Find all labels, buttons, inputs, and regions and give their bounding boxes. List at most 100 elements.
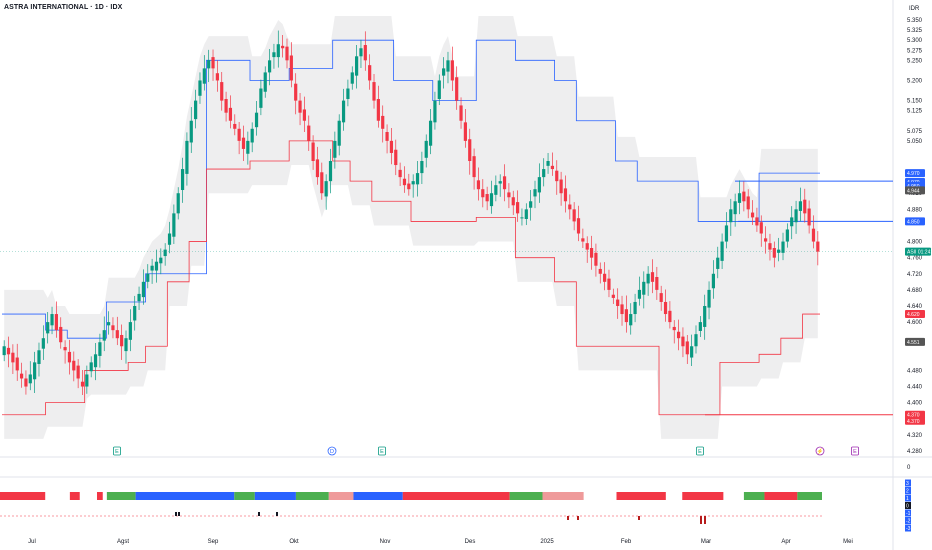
candle-body xyxy=(533,189,537,197)
event-marker[interactable]: D xyxy=(327,446,337,456)
event-marker[interactable]: E xyxy=(696,446,704,456)
candle-body xyxy=(563,188,568,202)
candle-body xyxy=(176,193,180,214)
candle xyxy=(394,139,398,176)
price-tick-label: 4.440 xyxy=(907,385,923,391)
candle xyxy=(681,327,685,358)
candle xyxy=(729,198,733,236)
candle xyxy=(337,114,341,156)
price-tick-label: 4.680 xyxy=(907,288,923,294)
candle-body xyxy=(455,77,459,101)
price-tick-label: 4.320 xyxy=(907,433,923,439)
candle xyxy=(72,351,76,382)
event-marker[interactable]: ⚡ xyxy=(815,446,825,456)
candle-body xyxy=(768,243,772,250)
candle xyxy=(263,66,267,98)
candle-body xyxy=(816,241,820,252)
candle-body xyxy=(141,281,146,298)
candle-body xyxy=(794,209,798,223)
candle xyxy=(141,269,146,305)
candle xyxy=(607,269,611,298)
candle-body xyxy=(446,60,450,72)
candle xyxy=(507,183,511,209)
candle xyxy=(420,151,424,184)
candle xyxy=(115,316,119,346)
candle-body xyxy=(167,233,172,245)
trend-strip-segment xyxy=(682,492,724,500)
candle-body xyxy=(690,346,694,358)
event-marker-shape xyxy=(113,446,121,456)
candle-body xyxy=(33,362,37,380)
candle xyxy=(629,303,633,335)
indicator-tick: -1 xyxy=(905,509,911,517)
candle xyxy=(568,194,572,220)
candle xyxy=(616,288,620,319)
candle-body xyxy=(250,128,254,143)
candle-body xyxy=(711,273,715,289)
candle xyxy=(163,243,167,266)
candle xyxy=(755,207,759,232)
oscillator-bar xyxy=(638,516,640,520)
candle xyxy=(529,190,533,221)
candle-body xyxy=(2,346,6,356)
candle-body xyxy=(111,325,115,331)
indicator-tick-label: -3 xyxy=(906,526,911,532)
time-axis-label: Apr xyxy=(781,539,790,545)
candle xyxy=(559,171,563,206)
candle xyxy=(368,54,372,90)
indicator-tick-bg xyxy=(905,517,911,524)
candle-body xyxy=(189,120,193,143)
event-marker[interactable]: E xyxy=(851,446,859,456)
candle xyxy=(555,160,559,195)
candle-body xyxy=(368,65,372,81)
candle-body xyxy=(381,115,385,129)
candle-body xyxy=(115,330,119,339)
price-level-tag: 4.370 xyxy=(905,416,925,425)
candle xyxy=(685,334,689,364)
candle xyxy=(642,271,646,309)
event-marker[interactable]: E xyxy=(378,446,386,456)
candle-body xyxy=(542,169,546,178)
price-tag-bg xyxy=(905,410,925,419)
trend-strip-segment xyxy=(328,492,354,500)
candle-body xyxy=(411,181,415,185)
candle-body xyxy=(337,120,341,146)
candle xyxy=(468,128,472,175)
candle xyxy=(807,200,811,234)
event-marker[interactable]: E xyxy=(113,446,121,456)
candle-body xyxy=(785,229,789,242)
candle-body xyxy=(146,273,150,282)
candle xyxy=(750,200,755,226)
candle xyxy=(659,285,663,311)
candle-body xyxy=(172,213,176,237)
candle-body xyxy=(154,261,159,271)
lower-channel-line xyxy=(2,140,820,416)
candle xyxy=(502,164,507,202)
candle xyxy=(442,57,446,89)
candle-body xyxy=(385,132,389,141)
price-tick-label: 5.300 xyxy=(907,38,923,44)
candle-body xyxy=(67,351,72,363)
candle-body xyxy=(128,322,132,340)
candle-body xyxy=(502,176,507,190)
candle xyxy=(816,231,820,266)
candle-body xyxy=(698,322,702,331)
candle xyxy=(355,45,359,89)
candle xyxy=(759,215,763,247)
oscillator-bar xyxy=(258,512,260,516)
candle xyxy=(637,276,642,306)
candle-body xyxy=(224,98,228,113)
candle-body xyxy=(603,273,607,282)
time-axis-label: 2025 xyxy=(540,539,554,545)
candle-body xyxy=(59,326,63,343)
candle xyxy=(341,88,346,131)
candle-body xyxy=(537,177,541,193)
candle xyxy=(411,174,415,198)
price-tick-label: 5.275 xyxy=(907,48,923,54)
candle xyxy=(320,162,324,200)
candle xyxy=(742,181,746,212)
trend-strip-segment xyxy=(797,492,822,500)
indicator-tick-bg xyxy=(905,494,911,502)
